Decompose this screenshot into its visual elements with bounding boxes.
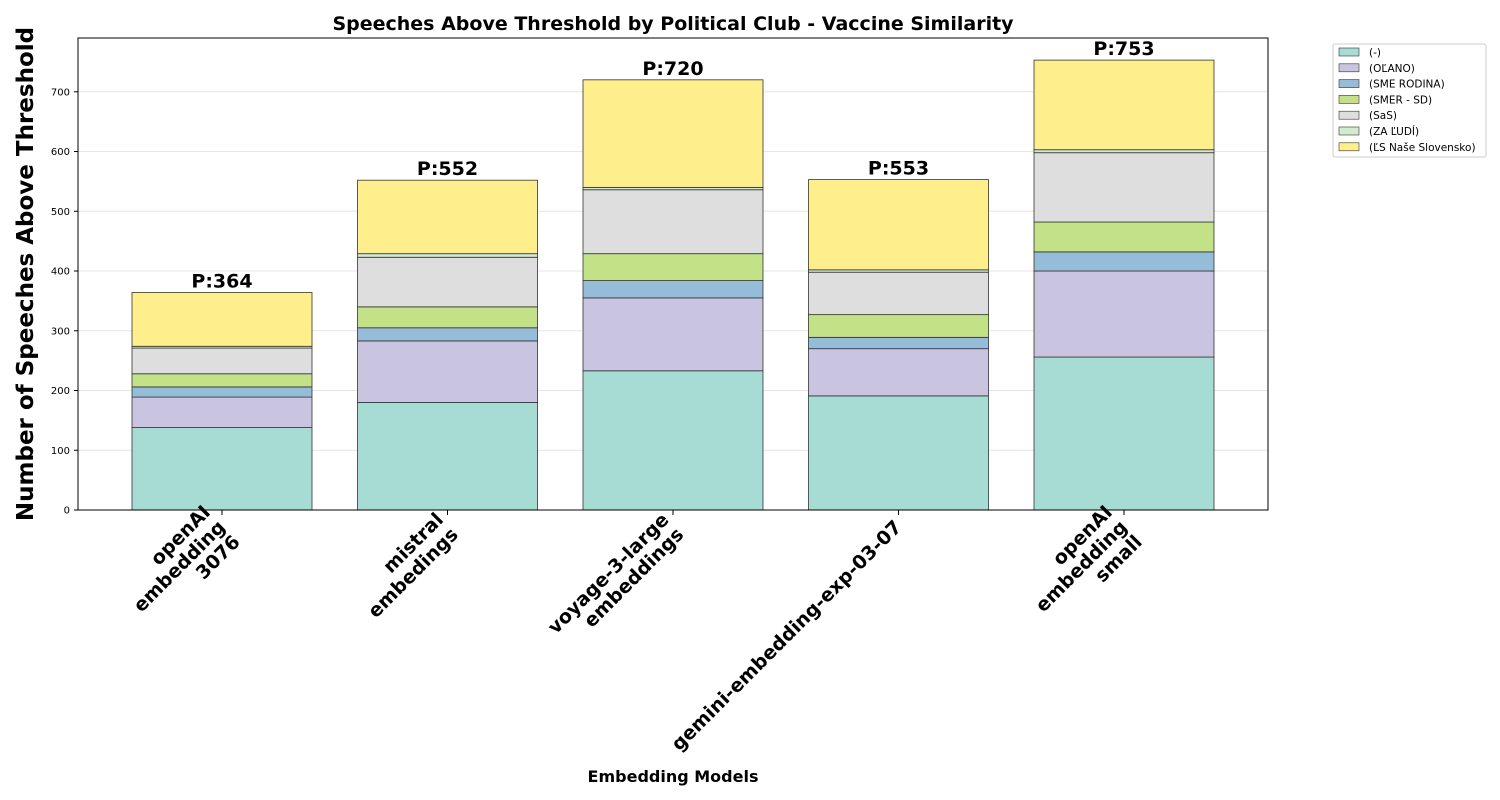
bar-segment: [582, 189, 764, 255]
legend-label: (SMER - SD): [1369, 94, 1432, 106]
legend-label: (SaS): [1369, 110, 1397, 122]
bar-segment: [808, 314, 989, 338]
bar-segment: [808, 179, 989, 271]
legend-swatch: [1338, 110, 1360, 120]
legend-swatch: [1338, 142, 1360, 152]
bar-segment: [131, 427, 313, 511]
x-tick-label: mistralembedings: [349, 509, 463, 623]
y-tick-label: 100: [51, 446, 70, 457]
bar-stack: [582, 79, 764, 511]
bar-segment: [808, 271, 989, 316]
y-tick-label: 300: [51, 326, 70, 337]
bar-total-label: P:553: [868, 158, 929, 180]
legend-label: (ĽS Naše Slovensko): [1369, 142, 1476, 154]
legend-swatch: [1338, 95, 1360, 104]
y-axis-ticks: 0 100 200 300 400 500 600 700: [51, 87, 78, 517]
bar-segment: [1033, 270, 1215, 358]
x-tick-label: voyage-3-largeembeddings: [544, 509, 688, 653]
bar-total-label: P:753: [1093, 38, 1154, 60]
x-tick-label: openAIembedding3076: [115, 501, 245, 631]
bar-segment: [582, 79, 764, 188]
bar-segment: [357, 253, 538, 258]
bar-segment: [357, 402, 538, 511]
bar-segment: [131, 396, 313, 428]
y-tick-label: 500: [51, 207, 70, 218]
legend-swatch: [1338, 126, 1360, 136]
bar-segment: [131, 292, 313, 347]
y-tick-label: 200: [51, 386, 70, 397]
bar-segment: [131, 347, 313, 375]
bar-segment: [582, 370, 764, 511]
x-axis-ticks: openAIembedding3076 mistralembedings voyag…: [115, 501, 1147, 755]
x-tick-label-line: gemini-embedding-exp-03-07: [667, 516, 906, 755]
bar-segment: [1033, 59, 1215, 151]
bar-segment: [1033, 149, 1215, 154]
y-tick-label: 400: [51, 267, 70, 278]
bar-segment: [357, 340, 538, 403]
legend-label: (OĽANO): [1369, 63, 1415, 75]
bar-segment: [131, 373, 313, 388]
bar-total-label: P:552: [417, 158, 478, 180]
bar-stack: [1033, 59, 1215, 511]
legend: (-) (OĽANO) (SME RODINA) (SMER - SD) (SaS) (Z…: [1332, 43, 1487, 158]
legend-label: (ZA ĽUDÍ): [1369, 125, 1419, 138]
bar-segment: [1033, 152, 1215, 223]
bar-stack: [357, 179, 538, 511]
bar-totals: P:364 P:552 P:720 P:553 P:753: [191, 38, 1154, 292]
bar-segment: [357, 327, 538, 342]
bar-stack: [131, 292, 313, 511]
bar-segment: [1033, 251, 1215, 272]
y-tick-label: 700: [51, 87, 70, 98]
bar-segment: [1033, 356, 1215, 511]
bar-segment: [357, 256, 538, 308]
bars: [131, 59, 1215, 511]
bar-segment: [808, 395, 989, 511]
bar-stack: [808, 179, 989, 511]
bar-total-label: P:364: [191, 271, 252, 293]
bar-segment: [1033, 221, 1215, 253]
chart-title: Speeches Above Threshold by Political Cl…: [332, 13, 1014, 35]
bar-segment: [582, 297, 764, 372]
x-tick-label: openAIembeddingsmall: [1017, 501, 1147, 631]
legend-box: [1332, 43, 1487, 158]
bar-segment: [357, 179, 538, 255]
x-axis-label: Embedding Models: [588, 767, 759, 786]
bar-segment: [131, 386, 313, 398]
y-axis-label: Number of Speeches Above Threshold: [13, 27, 39, 521]
bar-segment: [582, 253, 764, 281]
bar-segment: [808, 336, 989, 350]
bar-segment: [582, 280, 764, 299]
bar-segment: [808, 348, 989, 397]
legend-label: (-): [1369, 47, 1381, 59]
x-tick-label: gemini-embedding-exp-03-07: [667, 516, 906, 755]
y-tick-label: 600: [51, 147, 70, 158]
y-tick-label: 0: [64, 506, 70, 517]
legend-label: (SME RODINA): [1369, 79, 1445, 91]
legend-swatch: [1338, 79, 1360, 88]
x-tick-label-line: voyage-3-large: [544, 509, 674, 639]
bar-total-label: P:720: [642, 58, 703, 80]
legend-swatch: [1338, 47, 1360, 57]
legend-swatch: [1338, 63, 1360, 73]
bar-segment: [357, 306, 538, 329]
